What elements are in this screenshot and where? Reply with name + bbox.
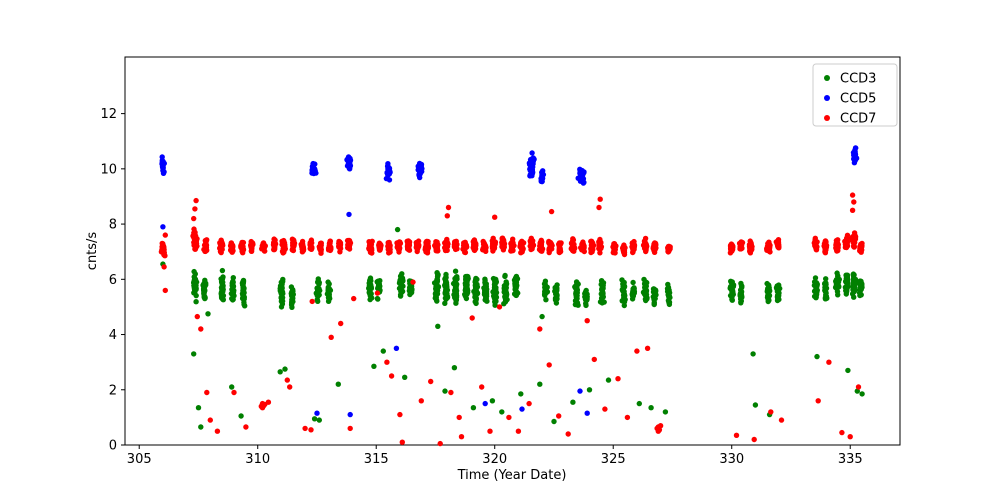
legend-label: CCD3	[840, 72, 876, 87]
axes-frame	[124, 56, 901, 446]
y-tick-label: 4	[109, 328, 117, 343]
x-tick-label: 335	[838, 452, 863, 467]
y-tick-label: 0	[109, 439, 117, 454]
x-tick-label: 330	[719, 452, 744, 467]
x-tick-label: 305	[127, 452, 152, 467]
legend-item-ccd3: CCD3	[824, 72, 876, 87]
legend-item-ccd5: CCD5	[824, 92, 876, 107]
x-tick-label: 315	[364, 452, 389, 467]
y-tick-label: 8	[109, 218, 117, 233]
y-tick-label: 12	[100, 107, 117, 122]
legend-marker-ccd5	[824, 95, 830, 101]
plot-area: 305 310 315 320 325 330 335024681012CCD3CCD5CC…	[100, 56, 901, 467]
x-tick-label: 320	[482, 452, 507, 467]
legend-marker-ccd7	[824, 115, 830, 121]
y-axis-title: cnts/s	[85, 232, 100, 271]
legend-label: CCD7	[840, 112, 876, 127]
legend-box	[812, 63, 898, 127]
y-tick-label: 2	[109, 383, 117, 398]
legend: CCD3 CCD5 CCD7	[812, 63, 898, 127]
y-tick-label: 10	[100, 162, 117, 177]
series-ccd7-points	[158, 192, 865, 447]
x-tick-label: 325	[601, 452, 626, 467]
x-tick-label: 310	[245, 452, 270, 467]
series-ccd3-points	[160, 226, 865, 430]
x-axis-title: Time (Year Date)	[457, 468, 567, 483]
legend-marker-ccd3	[824, 75, 830, 81]
y-tick-label: 6	[109, 273, 117, 288]
legend-item-ccd7: CCD7	[824, 112, 876, 127]
axis-ticks: 305 310 315 320 325 330 335 0 2 4 6 8 10 12	[100, 107, 862, 467]
series-ccd5-points	[159, 145, 860, 418]
legend-label: CCD5	[840, 92, 876, 107]
